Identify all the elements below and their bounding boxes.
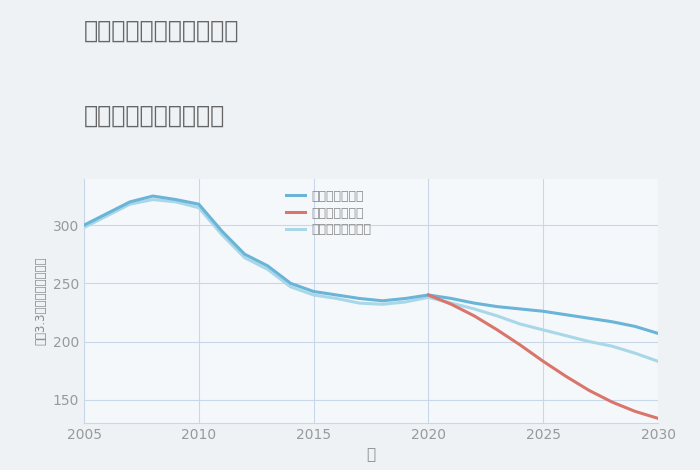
- X-axis label: 年: 年: [366, 447, 376, 462]
- Legend: グッドシナリオ, バッドシナリオ, ノーマルシナリオ: グッドシナリオ, バッドシナリオ, ノーマルシナリオ: [281, 185, 376, 242]
- Y-axis label: 坪（3.3㎡）単価（万円）: 坪（3.3㎡）単価（万円）: [34, 257, 47, 345]
- Text: 中古戸建ての価格推移: 中古戸建ての価格推移: [84, 103, 225, 127]
- Text: 東京都あきる野市草花の: 東京都あきる野市草花の: [84, 19, 239, 43]
